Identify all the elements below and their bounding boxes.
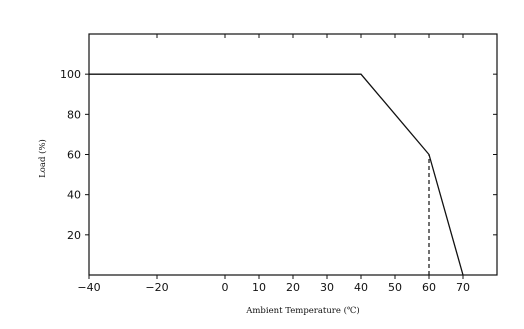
- y-tick-label: 80: [67, 108, 81, 121]
- x-tick-label: 30: [320, 281, 334, 294]
- y-tick-label: 20: [67, 229, 81, 242]
- y-tick-label: 60: [67, 149, 81, 162]
- series-layer: [89, 73, 464, 276]
- x-tick-label: 60: [422, 281, 436, 294]
- y-axis-title: Load (%): [37, 139, 48, 178]
- x-tick-label: 20: [286, 281, 300, 294]
- x-tick-label: −40: [77, 281, 100, 294]
- derating-curve: [89, 73, 464, 276]
- x-tick-label: 70: [456, 281, 470, 294]
- x-tick-label: 50: [388, 281, 402, 294]
- plot-frame: [88, 33, 498, 276]
- x-tick-label: −20: [145, 281, 168, 294]
- axis-ticks: −40 −20 0 10 20 30 40 50 60 70 20 40 60 80 100: [60, 34, 497, 294]
- x-axis-title: Ambient Temperature (℃): [245, 305, 360, 316]
- x-tick-label: 0: [222, 281, 229, 294]
- y-tick-label: 40: [67, 189, 81, 202]
- x-tick-label: 40: [354, 281, 368, 294]
- y-tick-label: 100: [60, 68, 81, 81]
- x-tick-label: 10: [252, 281, 266, 294]
